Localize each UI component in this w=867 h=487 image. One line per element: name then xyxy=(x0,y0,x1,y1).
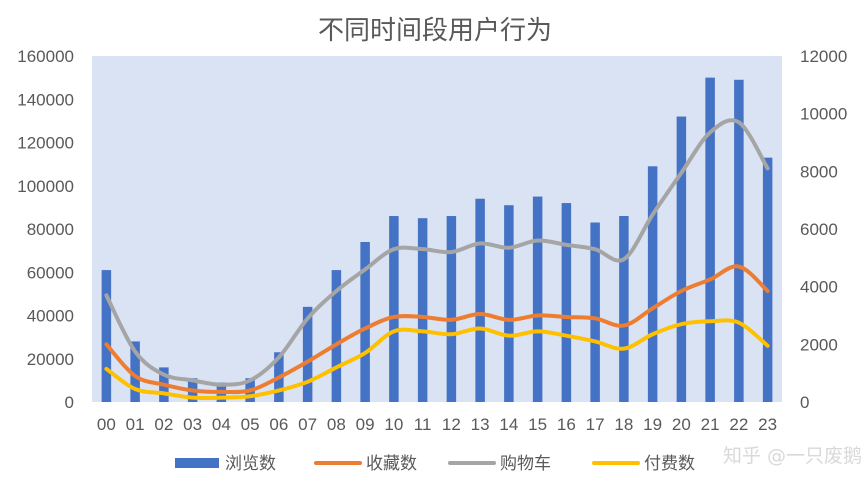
x-tick-label: 19 xyxy=(643,415,662,434)
x-tick-label: 14 xyxy=(499,415,518,434)
x-tick-label: 11 xyxy=(414,415,432,434)
legend-label: 收藏数 xyxy=(366,454,417,474)
legend-label: 浏览数 xyxy=(225,454,276,474)
y-right-tick-label: 10000 xyxy=(800,105,847,124)
bar-19 xyxy=(647,166,658,402)
x-tick-label: 08 xyxy=(327,415,346,434)
x-tick-label: 00 xyxy=(97,415,116,434)
x-tick-label: 16 xyxy=(557,415,576,434)
y-right-tick-label: 0 xyxy=(800,393,809,412)
bar-12 xyxy=(446,216,457,402)
bar-18 xyxy=(619,216,629,402)
bar-14 xyxy=(504,205,514,402)
y-right-tick-label: 12000 xyxy=(800,47,847,66)
bar-11 xyxy=(417,218,428,402)
bar-07 xyxy=(302,306,313,402)
y-left-tick-label: 140000 xyxy=(17,90,74,109)
bar-00 xyxy=(101,270,112,402)
bar-23 xyxy=(762,157,773,402)
x-tick-label: 12 xyxy=(442,415,461,434)
bar-15 xyxy=(532,196,543,402)
x-tick-label: 10 xyxy=(384,415,403,434)
x-tick-label: 23 xyxy=(758,415,777,434)
bar-10 xyxy=(389,216,399,402)
y-right-tick-label: 8000 xyxy=(800,162,838,181)
bar-13 xyxy=(475,198,485,402)
watermark: 知乎 @一只废鹅 xyxy=(723,445,862,467)
line-series xyxy=(104,118,770,401)
y-left-tick-label: 80000 xyxy=(27,220,74,239)
y-left-tick-label: 60000 xyxy=(27,263,74,282)
bar-01 xyxy=(130,341,140,402)
x-tick-label: 22 xyxy=(729,415,748,434)
bar-22 xyxy=(734,79,744,402)
bar-09 xyxy=(360,241,370,402)
y-left-tick-label: 120000 xyxy=(17,134,74,153)
bar-20 xyxy=(676,116,687,403)
y-right-tick-label: 2000 xyxy=(800,335,838,354)
y-axis-right: 0 2000 4000 6000 8000 10000 12000 xyxy=(800,47,847,412)
line-2 xyxy=(104,318,770,401)
legend-label: 付费数 xyxy=(644,454,695,474)
y-right-tick-label: 6000 xyxy=(800,220,838,239)
chart-title: 不同时间段用户行为 xyxy=(318,16,552,46)
x-tick-label: 04 xyxy=(212,415,231,434)
y-left-tick-label: 20000 xyxy=(27,350,74,369)
plot-area xyxy=(92,56,782,402)
legend-swatch xyxy=(175,458,219,468)
line-0 xyxy=(104,264,770,395)
x-tick-label: 09 xyxy=(356,415,375,434)
x-axis: 00 01 02 03 04 05 06 07 08 09 10 11 12 13 14 15 16 17 18 19… xyxy=(97,415,777,434)
y-left-tick-label: 100000 xyxy=(17,177,74,196)
x-tick-label: 13 xyxy=(471,415,490,434)
bar-17 xyxy=(590,222,600,402)
x-tick-label: 01 xyxy=(126,415,145,434)
y-left-tick-label: 0 xyxy=(65,393,74,412)
x-tick-label: 06 xyxy=(269,415,288,434)
bar-08 xyxy=(331,270,342,402)
bar-21 xyxy=(705,77,715,403)
y-left-tick-label: 160000 xyxy=(17,47,74,66)
line-1 xyxy=(104,118,770,387)
legend-label: 购物车 xyxy=(500,454,551,474)
x-tick-label: 15 xyxy=(528,415,547,434)
x-tick-label: 21 xyxy=(701,415,720,434)
x-tick-label: 02 xyxy=(154,415,173,434)
y-axis-left: 0 20000 40000 60000 80000 100000 120000 140000 1… xyxy=(17,47,74,412)
x-tick-label: 03 xyxy=(183,415,202,434)
x-tick-label: 20 xyxy=(672,415,691,434)
x-tick-label: 05 xyxy=(241,415,260,434)
y-right-tick-label: 4000 xyxy=(800,278,838,297)
bar-16 xyxy=(561,203,572,402)
x-tick-label: 07 xyxy=(298,415,317,434)
x-tick-label: 18 xyxy=(614,415,633,434)
y-left-tick-label: 40000 xyxy=(27,307,74,326)
legend: 浏览数 收藏数 购物车 付费数 xyxy=(175,454,695,474)
x-tick-label: 17 xyxy=(586,415,605,434)
